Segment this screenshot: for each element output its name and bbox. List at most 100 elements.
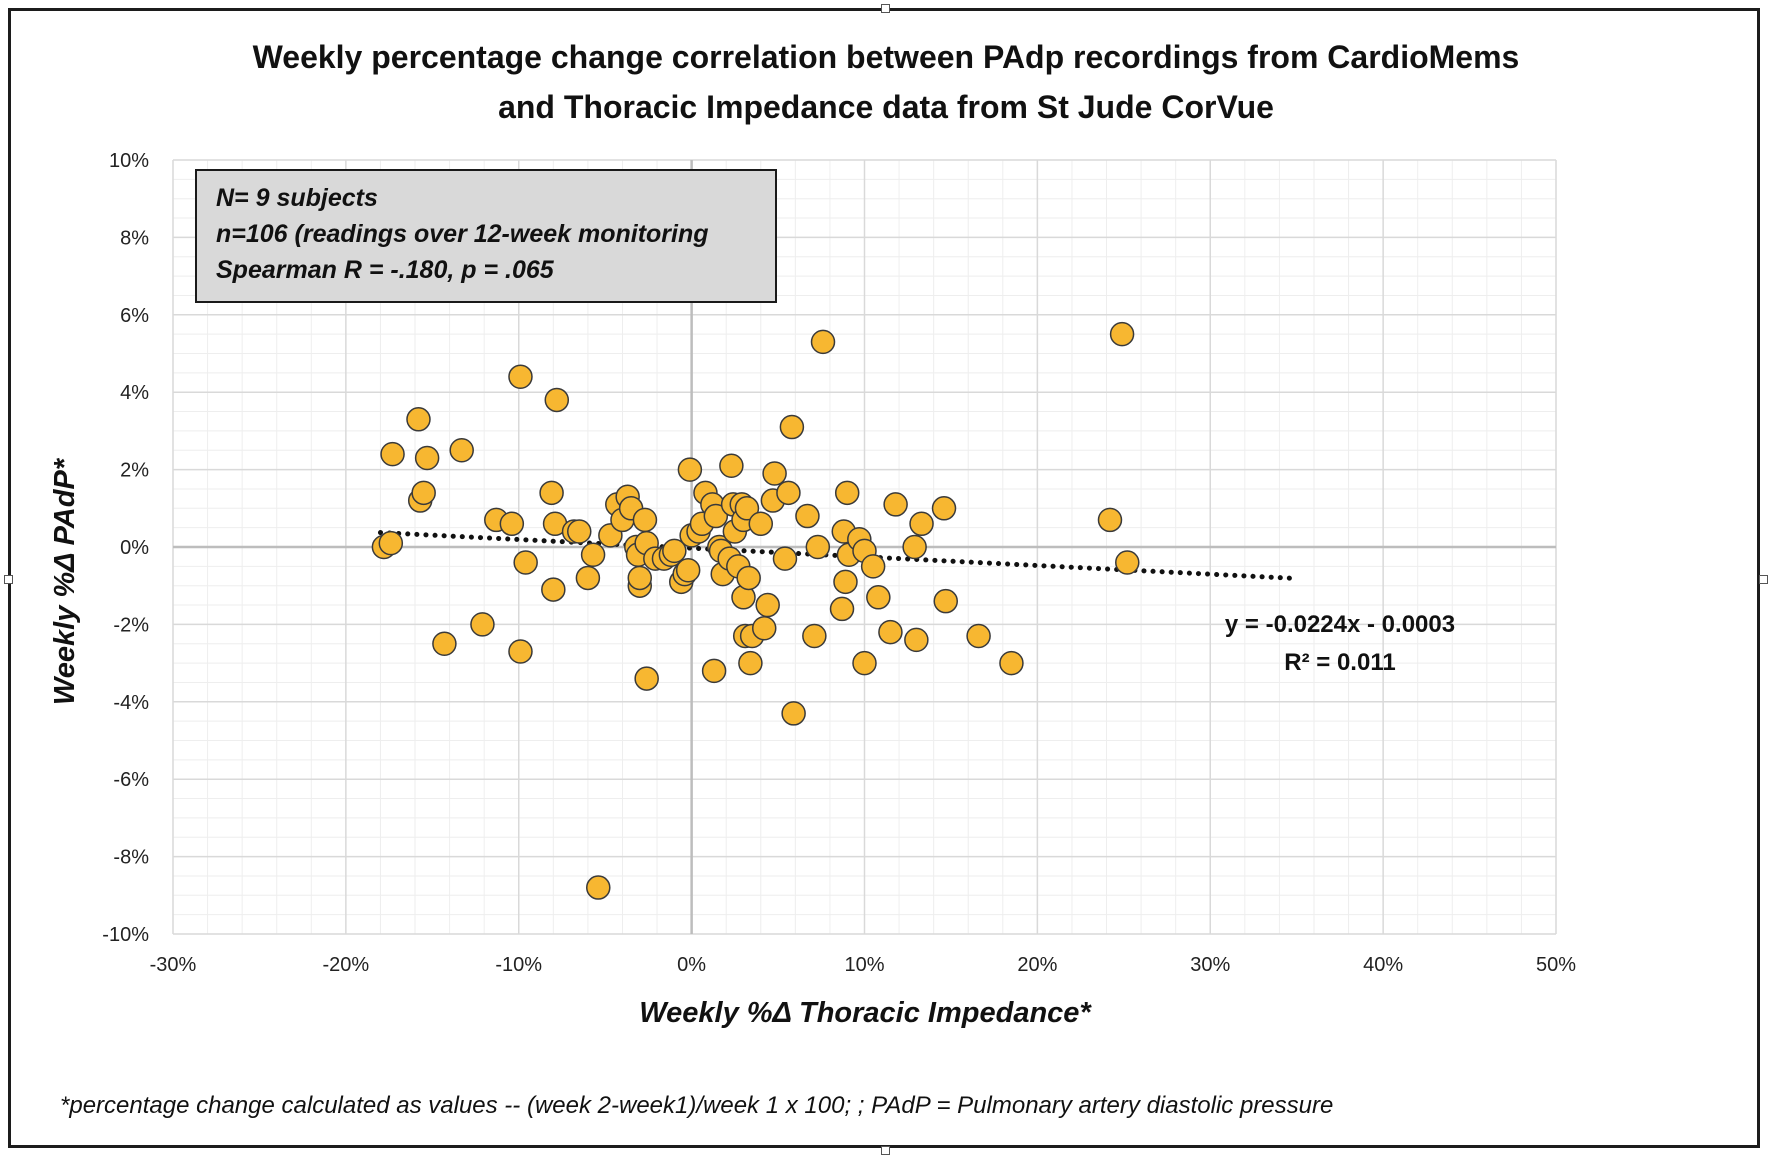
data-point — [677, 457, 703, 482]
x-tick-label: -10% — [495, 954, 542, 976]
data-point — [541, 577, 566, 602]
footnote: *percentage change calculated as values … — [60, 1092, 1333, 1119]
data-point — [751, 616, 777, 641]
data-point — [414, 445, 440, 471]
data-point — [378, 530, 404, 556]
y-tick-label: 6% — [120, 305, 149, 327]
data-point — [802, 623, 827, 649]
y-tick-label: -4% — [113, 692, 149, 714]
data-point — [834, 480, 860, 506]
resize-handle-top[interactable] — [881, 4, 890, 13]
trendline-r-squared: R² = 0.011 — [1284, 649, 1395, 676]
y-tick-label: 2% — [120, 460, 149, 482]
resize-handle-left[interactable] — [4, 575, 13, 584]
y-tick-label: 4% — [120, 382, 149, 404]
data-point — [470, 612, 495, 637]
data-point — [508, 364, 533, 389]
data-point — [1115, 550, 1140, 575]
data-point — [904, 627, 929, 653]
data-point — [575, 565, 601, 591]
data-points — [371, 321, 1140, 900]
chart-title-line-1: Weekly percentage change correlation bet… — [253, 39, 1520, 75]
data-point — [931, 496, 957, 521]
data-point — [902, 534, 927, 560]
data-point — [829, 596, 855, 622]
data-point — [539, 480, 564, 506]
data-point — [833, 569, 858, 595]
data-point — [544, 387, 570, 413]
data-point — [586, 875, 611, 900]
data-point — [736, 565, 761, 591]
x-tick-labels: -30% -20% -10% 0% 10% 20% 30% 40% 50% — [150, 954, 1577, 976]
data-point — [748, 511, 774, 537]
y-tick-label: -8% — [113, 847, 149, 869]
y-tick-label: -10% — [102, 924, 149, 946]
data-point — [762, 461, 787, 486]
data-point — [632, 507, 658, 533]
chart-title-line-2: and Thoracic Impedance data from St Jude… — [498, 89, 1274, 125]
x-tick-label: 50% — [1536, 954, 1576, 976]
data-point — [675, 557, 701, 583]
y-tick-labels: 10% 8% 6% 4% 2% 0% -2% -4% -6% -8% -10% — [102, 150, 149, 946]
stats-box-background — [195, 169, 777, 303]
y-axis-title: Weekly %Δ PAdP* — [49, 457, 81, 705]
data-point — [719, 453, 744, 478]
data-point — [999, 650, 1024, 676]
data-point — [627, 565, 653, 591]
data-point — [1109, 321, 1135, 347]
data-point — [1097, 507, 1123, 533]
x-axis-title: Weekly %Δ Thoracic Impedance* — [639, 997, 1092, 1029]
y-tick-label: 10% — [109, 150, 149, 172]
data-point — [701, 658, 727, 684]
stats-line-readings: n=106 (readings over 12-week monitoring — [216, 220, 709, 248]
data-point — [810, 329, 836, 355]
y-tick-label: 0% — [120, 537, 149, 559]
data-point — [933, 588, 959, 614]
data-point — [703, 503, 729, 529]
data-point — [432, 631, 457, 656]
data-point — [866, 585, 891, 610]
x-tick-label: 30% — [1190, 954, 1230, 976]
data-point — [580, 542, 606, 567]
resize-handle-bottom[interactable] — [881, 1146, 890, 1155]
x-tick-label: -20% — [323, 954, 370, 976]
data-point — [883, 492, 908, 517]
data-point — [406, 407, 431, 432]
x-tick-label: 20% — [1017, 954, 1057, 976]
x-tick-label: -30% — [150, 954, 197, 976]
data-point — [662, 538, 687, 564]
stats-box: N= 9 subjects n=106 (readings over 12-we… — [195, 169, 777, 303]
data-point — [860, 554, 886, 579]
data-point — [795, 503, 820, 529]
data-point — [634, 666, 659, 691]
y-tick-label: -2% — [113, 614, 149, 636]
data-point — [449, 438, 474, 463]
resize-handle-right[interactable] — [1759, 575, 1768, 584]
data-point — [776, 480, 801, 506]
x-tick-label: 10% — [844, 954, 884, 976]
y-tick-label: -6% — [113, 769, 149, 791]
stats-line-subjects: N= 9 subjects — [216, 184, 378, 212]
data-point — [734, 496, 760, 521]
data-point — [966, 623, 991, 649]
y-tick-label: 8% — [120, 227, 149, 249]
data-point — [411, 480, 436, 506]
data-point — [852, 650, 877, 676]
data-point — [772, 546, 798, 571]
data-point — [567, 519, 592, 544]
data-point — [755, 592, 780, 618]
x-tick-label: 0% — [677, 954, 706, 976]
data-point — [779, 414, 805, 440]
data-point — [508, 639, 533, 664]
data-point — [909, 511, 934, 537]
data-point — [513, 550, 538, 575]
data-point — [878, 619, 903, 645]
data-point — [499, 511, 525, 537]
trendline — [377, 530, 1300, 582]
data-point — [781, 701, 806, 726]
data-point — [738, 650, 763, 676]
stats-line-spearman: Spearman R = -.180, p = .065 — [216, 256, 555, 284]
data-point — [805, 534, 831, 560]
data-point — [380, 441, 405, 467]
